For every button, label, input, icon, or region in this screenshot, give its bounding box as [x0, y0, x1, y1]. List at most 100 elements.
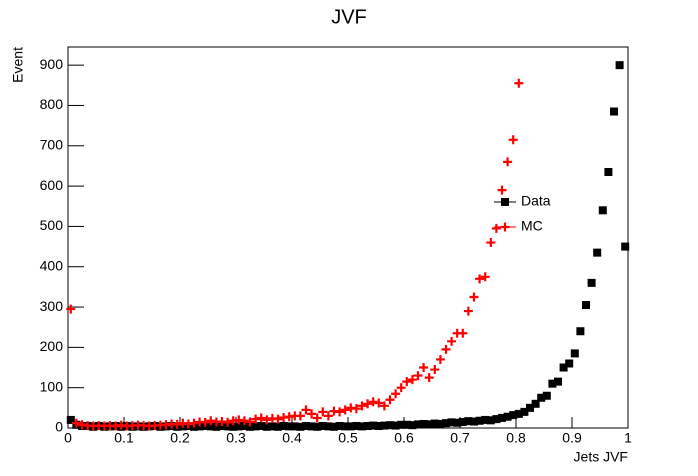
data-point — [256, 413, 266, 423]
data-point — [234, 422, 243, 431]
data-point — [419, 419, 428, 428]
data-point — [374, 398, 384, 408]
data-point — [491, 223, 501, 233]
data-point — [408, 421, 417, 430]
data-point — [621, 242, 630, 251]
data-point — [273, 414, 283, 424]
data-point — [458, 328, 468, 338]
y-tick-label: 500 — [40, 217, 64, 233]
data-point — [582, 301, 590, 310]
data-point — [593, 248, 602, 257]
x-tick-label: 0.7 — [450, 430, 470, 446]
y-tick-label: 200 — [40, 338, 64, 354]
data-point — [407, 375, 417, 385]
x-tick-label: 0.5 — [338, 430, 358, 446]
x-tick-label: 0.9 — [562, 430, 582, 446]
data-point — [341, 422, 350, 431]
data-point — [464, 417, 473, 426]
data-point — [380, 421, 389, 430]
data-point — [330, 422, 338, 431]
data-point — [480, 272, 490, 282]
data-point — [246, 422, 254, 431]
data-point — [537, 393, 546, 402]
legend-label: MC — [521, 218, 543, 234]
data-point — [425, 420, 434, 429]
data-point — [447, 336, 457, 346]
data-point — [189, 418, 199, 428]
data-point — [71, 418, 81, 428]
data-point — [385, 395, 395, 405]
data-point — [430, 419, 439, 428]
y-tick-label: 900 — [40, 56, 64, 72]
x-tick-label: 0.6 — [394, 430, 414, 446]
data-point — [419, 363, 429, 373]
data-point — [368, 397, 378, 407]
data-point — [424, 373, 434, 383]
data-point — [526, 403, 534, 412]
data-point — [307, 409, 317, 419]
data-point — [318, 421, 327, 430]
data-point — [357, 401, 367, 411]
data-point — [396, 383, 406, 393]
data-point — [324, 422, 333, 431]
data-point — [296, 422, 305, 431]
x-tick-label: 0 — [64, 430, 72, 446]
data-point — [386, 421, 394, 430]
y-tick-label: 600 — [40, 177, 64, 193]
data-point — [335, 421, 344, 430]
data-point — [285, 422, 294, 431]
data-point — [453, 418, 462, 427]
data-point — [318, 407, 328, 417]
data-point — [313, 422, 322, 431]
data-point — [486, 416, 495, 425]
data-point — [492, 415, 501, 424]
legend-marker — [500, 222, 510, 232]
data-point — [200, 417, 210, 427]
data-point — [206, 416, 216, 426]
x-tick-label: 0.4 — [282, 430, 302, 446]
y-axis-label: Event — [10, 47, 26, 83]
legend-label: Data — [521, 193, 551, 209]
x-tick-label: 1 — [624, 430, 632, 446]
data-point — [351, 404, 361, 414]
data-point — [436, 419, 445, 428]
data-point — [442, 419, 450, 428]
x-axis-label: Jets JVF — [574, 449, 628, 465]
data-point — [542, 391, 551, 400]
data-point — [66, 304, 76, 314]
data-point — [212, 422, 221, 431]
data-point — [279, 421, 288, 430]
plot-frame — [67, 46, 629, 429]
data-point — [245, 417, 255, 427]
data-point — [229, 422, 238, 431]
data-point — [240, 421, 249, 430]
data-point — [340, 405, 350, 415]
data-point — [587, 278, 596, 287]
data-point — [554, 377, 562, 386]
data-point — [397, 420, 406, 429]
data-point — [565, 359, 574, 368]
data-point — [576, 327, 585, 336]
x-tick-label: 0.2 — [170, 430, 190, 446]
data-point — [559, 363, 568, 372]
data-point — [290, 422, 299, 431]
data-point — [475, 274, 485, 284]
data-point — [223, 417, 233, 427]
legend: Data MC — [521, 193, 551, 234]
chart-title: JVF — [331, 6, 367, 28]
data-point — [346, 422, 355, 431]
data-point — [414, 420, 422, 429]
data-point — [435, 354, 445, 364]
data-point — [531, 399, 540, 408]
y-tick-label: 100 — [40, 378, 64, 394]
data-point — [430, 365, 440, 375]
data-point — [251, 422, 260, 431]
data-point — [548, 379, 557, 388]
data-point — [301, 405, 311, 415]
data-point — [323, 411, 333, 421]
y-tick-label: 700 — [40, 136, 64, 152]
data-point — [379, 401, 389, 411]
y-tick-label: 0 — [55, 419, 63, 435]
y-tick-label: 800 — [40, 96, 64, 112]
